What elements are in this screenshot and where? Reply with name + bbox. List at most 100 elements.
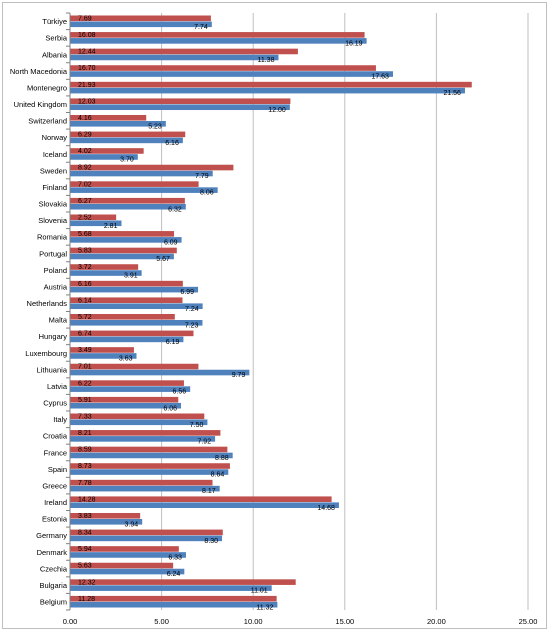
bar-series-2 bbox=[70, 568, 185, 575]
bar-series-1 bbox=[70, 562, 174, 569]
bar-series-2 bbox=[70, 518, 143, 525]
data-label-series-1: 7.02 bbox=[78, 181, 92, 188]
bar-series-2 bbox=[70, 203, 186, 210]
data-label-series-2: 6.24 bbox=[167, 571, 181, 578]
category-label: Denmark bbox=[37, 548, 68, 557]
data-label-series-2: 7.23 bbox=[185, 322, 199, 329]
data-label-series-2: 5.67 bbox=[156, 256, 170, 263]
data-label-series-1: 6.74 bbox=[78, 331, 92, 338]
bar-series-1 bbox=[70, 48, 298, 55]
category-label: Serbia bbox=[45, 34, 68, 43]
data-label-series-1: 2.52 bbox=[78, 214, 92, 221]
axis-layer: 0.00 5.00 10.00 15.00 20.00 25.00 bbox=[63, 12, 538, 626]
bar-series-1 bbox=[70, 396, 179, 403]
category-label: Sweden bbox=[40, 166, 67, 175]
category-label: Montenegro bbox=[27, 83, 67, 92]
data-label-series-2: 5.23 bbox=[148, 123, 162, 130]
bar-series-1 bbox=[70, 579, 296, 585]
data-label-series-1: 5.72 bbox=[78, 314, 92, 321]
data-label-series-1: 21.93 bbox=[78, 82, 96, 89]
category-label: Slovakia bbox=[39, 200, 68, 209]
bar-series-1 bbox=[70, 131, 186, 138]
bar-series-2 bbox=[70, 71, 393, 77]
data-label-series-2: 7.24 bbox=[185, 306, 199, 313]
data-label-series-1: 3.83 bbox=[78, 513, 92, 520]
bar-series-2 bbox=[70, 286, 199, 293]
category-label: Romania bbox=[37, 233, 68, 242]
category-label: Croatia bbox=[43, 432, 68, 441]
data-label-series-1: 7.78 bbox=[78, 480, 92, 487]
category-label: Lithuania bbox=[37, 365, 68, 374]
bar-series-2 bbox=[70, 601, 278, 608]
data-label-series-2: 6.09 bbox=[164, 239, 178, 246]
data-label-series-2: 7.92 bbox=[197, 438, 211, 445]
bar-series-2 bbox=[70, 585, 272, 591]
data-label-series-2: 3.70 bbox=[120, 157, 134, 164]
data-label-series-1: 6.22 bbox=[78, 380, 92, 387]
x-tick-label: 25.00 bbox=[519, 617, 538, 626]
data-label-series-2: 2.81 bbox=[104, 223, 118, 230]
bars-layer bbox=[70, 15, 472, 608]
bar-series-1 bbox=[70, 313, 175, 320]
category-label: Albania bbox=[42, 50, 68, 59]
bar-series-1 bbox=[70, 65, 376, 71]
bar-series-1 bbox=[70, 413, 205, 420]
data-label-series-1: 12.03 bbox=[78, 98, 96, 105]
category-label: Netherlands bbox=[27, 299, 68, 308]
labels-layer: Türkiye 7.69 7.74 Serbia 16.08 16.19 Albania 12… bbox=[10, 15, 461, 611]
data-label-series-2: 6.06 bbox=[163, 405, 177, 412]
category-label: Portugal bbox=[39, 249, 67, 258]
bar-series-2 bbox=[70, 104, 290, 111]
data-label-series-2: 7.79 bbox=[195, 173, 209, 180]
data-label-series-2: 8.30 bbox=[204, 538, 218, 545]
data-label-series-1: 5.68 bbox=[78, 231, 92, 238]
bar-series-1 bbox=[70, 32, 365, 38]
data-label-series-1: 11.28 bbox=[78, 596, 95, 603]
category-label: United Kingdom bbox=[14, 100, 67, 109]
bar-series-2 bbox=[70, 452, 233, 459]
category-label: Greece bbox=[42, 481, 67, 490]
bar-series-1 bbox=[70, 15, 211, 22]
category-label: Spain bbox=[48, 465, 67, 474]
category-label: Italy bbox=[53, 415, 67, 424]
data-label-series-2: 17.63 bbox=[371, 74, 389, 81]
bar-series-2 bbox=[70, 303, 203, 310]
bar-series-1 bbox=[70, 264, 139, 270]
bar-series-1 bbox=[70, 98, 291, 105]
category-label: Türkiye bbox=[42, 17, 67, 26]
bar-series-2 bbox=[70, 469, 229, 475]
data-label-series-2: 8.88 bbox=[215, 455, 229, 462]
data-label-series-2: 8.64 bbox=[211, 472, 225, 479]
bar-chart: Türkiye 7.69 7.74 Serbia 16.08 16.19 Albania 12… bbox=[10, 12, 538, 626]
data-label-series-1: 7.69 bbox=[78, 15, 92, 22]
data-label-series-1: 3.49 bbox=[78, 347, 92, 354]
bar-series-2 bbox=[70, 353, 137, 359]
bar-series-2 bbox=[70, 485, 220, 492]
bar-series-2 bbox=[70, 137, 183, 144]
bar-series-2 bbox=[70, 220, 122, 227]
bar-series-1 bbox=[70, 214, 117, 221]
data-label-series-1: 6.14 bbox=[78, 297, 92, 304]
data-label-series-1: 7.01 bbox=[78, 364, 92, 371]
data-label-series-1: 8.92 bbox=[78, 165, 92, 172]
data-label-series-2: 16.19 bbox=[345, 40, 363, 47]
category-label: Cyprus bbox=[43, 399, 67, 408]
category-label: Estonia bbox=[42, 515, 68, 524]
category-label: Finland bbox=[42, 183, 67, 192]
data-label-series-1: 16.08 bbox=[78, 32, 96, 39]
bar-series-2 bbox=[70, 120, 166, 127]
data-label-series-2: 3.94 bbox=[125, 521, 139, 528]
data-label-series-1: 8.73 bbox=[78, 463, 92, 470]
bar-series-1 bbox=[70, 430, 221, 436]
data-label-series-2: 7.74 bbox=[194, 24, 208, 31]
bar-series-2 bbox=[70, 336, 184, 343]
category-label: Germany bbox=[36, 531, 67, 540]
x-tick-label: 5.00 bbox=[154, 617, 169, 626]
bar-series-2 bbox=[70, 54, 279, 61]
category-label: Ireland bbox=[44, 498, 67, 507]
category-label: Hungary bbox=[39, 332, 68, 341]
data-label-series-1: 12.32 bbox=[78, 579, 96, 586]
data-label-series-1: 3.72 bbox=[78, 264, 92, 271]
data-label-series-2: 6.19 bbox=[166, 339, 180, 346]
